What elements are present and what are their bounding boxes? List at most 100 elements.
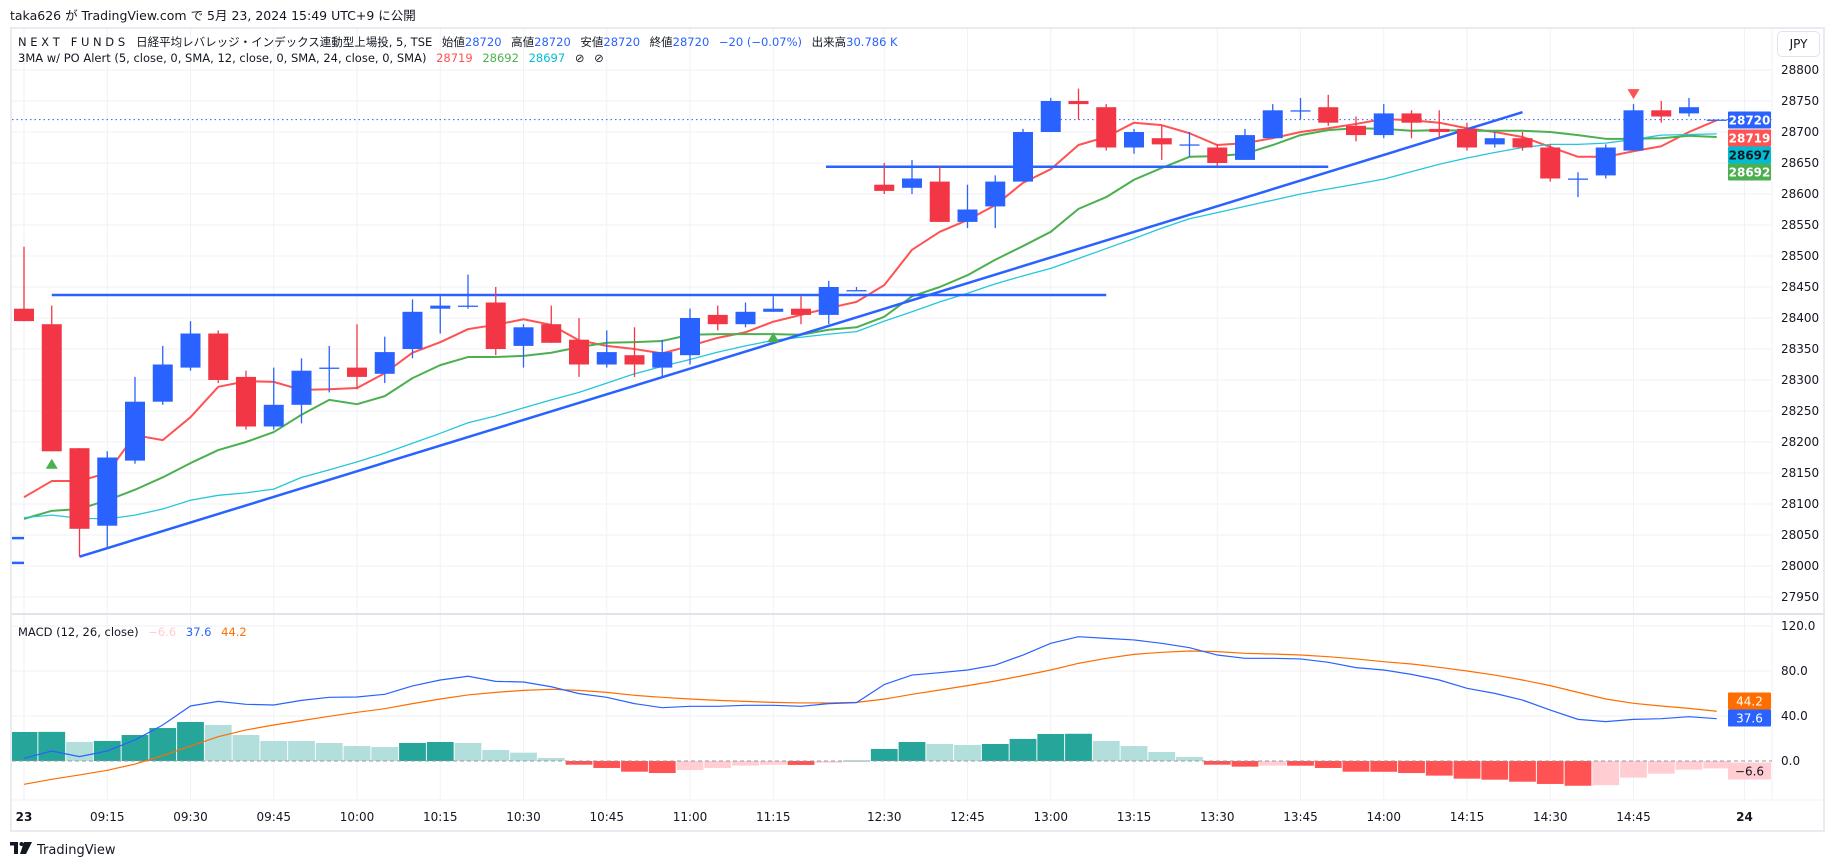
tradingview-logo[interactable]: TradingView: [10, 842, 116, 858]
candle-body: [1290, 110, 1311, 112]
low-value: 28720: [603, 35, 641, 49]
candle[interactable]: [1679, 97, 1699, 117]
candle-body: [1651, 110, 1672, 117]
candle[interactable]: [791, 296, 811, 325]
macd-histogram-bar: [1425, 761, 1453, 776]
candle[interactable]: [1290, 97, 1311, 120]
macd-histogram-bar: [1231, 761, 1259, 767]
candle[interactable]: [1373, 104, 1394, 139]
price-tick-label: 28350: [1781, 342, 1819, 356]
candle[interactable]: [1235, 128, 1255, 160]
time-tick-label: 13:45: [1283, 810, 1318, 824]
trend-line[interactable]: [79, 110, 1523, 558]
candle[interactable]: [929, 166, 950, 222]
candle[interactable]: [1568, 172, 1588, 198]
candle[interactable]: [957, 184, 978, 229]
candle[interactable]: [1068, 88, 1089, 120]
candle-body: [1429, 128, 1450, 132]
candle[interactable]: [1540, 144, 1561, 182]
candle[interactable]: [347, 324, 367, 390]
candle[interactable]: [97, 451, 118, 548]
symbol-name[interactable]: N E X T F U N D S 日経平均レバレッジ・インデックス連動型上場投…: [18, 35, 433, 49]
candle[interactable]: [1262, 104, 1283, 139]
candle[interactable]: [680, 308, 700, 365]
price-tag: 28697: [1728, 146, 1771, 164]
macd-tag-box: [1728, 692, 1771, 710]
candle-body: [1013, 132, 1033, 182]
candle-body: [1124, 132, 1144, 148]
candle[interactable]: [291, 358, 312, 424]
candle[interactable]: [1179, 132, 1200, 157]
candle[interactable]: [485, 287, 506, 356]
candle[interactable]: [735, 302, 756, 328]
candle[interactable]: [569, 318, 589, 377]
candle[interactable]: [1651, 101, 1672, 123]
candle[interactable]: [624, 327, 645, 377]
candle[interactable]: [902, 159, 922, 194]
candle[interactable]: [1318, 94, 1339, 126]
candle[interactable]: [236, 370, 256, 430]
time-tick-label: 09:45: [256, 810, 291, 824]
candle[interactable]: [1512, 132, 1533, 151]
candle[interactable]: [374, 336, 395, 384]
macd-legend[interactable]: MACD (12, 26, close) −6.6 37.6 44.2: [18, 625, 247, 639]
candle[interactable]: [1429, 110, 1450, 139]
indicator-legend[interactable]: 3MA w/ PO Alert (5, close, 0, SMA, 12, c…: [18, 51, 604, 65]
macd-name[interactable]: MACD (12, 26, close): [18, 625, 139, 639]
candle[interactable]: [402, 299, 423, 359]
macd-pane[interactable]: [11, 636, 1772, 786]
candle[interactable]: [1457, 122, 1477, 151]
candle[interactable]: [1595, 144, 1616, 179]
candle[interactable]: [707, 305, 728, 331]
candle[interactable]: [652, 339, 673, 377]
candle[interactable]: [69, 448, 90, 557]
time-tick-label: 23: [16, 810, 33, 824]
candle[interactable]: [763, 296, 784, 312]
candle[interactable]: [208, 330, 229, 384]
macd-histogram-bar: [510, 752, 537, 761]
candle[interactable]: [874, 163, 895, 194]
candle[interactable]: [985, 175, 1006, 229]
price-pane[interactable]: [10, 88, 1772, 565]
candle[interactable]: [513, 324, 534, 368]
candle[interactable]: [1013, 128, 1033, 182]
currency-button[interactable]: JPY: [1777, 31, 1820, 57]
candle-body: [846, 290, 867, 292]
macd-tick-label: 40.0: [1781, 709, 1808, 723]
macd-histogram-bar: [981, 744, 1009, 761]
indicator-name[interactable]: 3MA w/ PO Alert (5, close, 0, SMA, 12, c…: [18, 51, 427, 65]
candle[interactable]: [1124, 128, 1144, 154]
candle[interactable]: [263, 367, 284, 430]
candle[interactable]: [1346, 116, 1366, 142]
candle[interactable]: [596, 330, 617, 368]
candle[interactable]: [1401, 110, 1422, 139]
candle[interactable]: [180, 321, 201, 371]
price-tag-box: [1728, 163, 1771, 181]
candle[interactable]: [1151, 125, 1172, 160]
candle[interactable]: [152, 345, 173, 405]
candle[interactable]: [1040, 97, 1061, 132]
candle[interactable]: [14, 246, 34, 322]
symbol-legend[interactable]: N E X T F U N D S 日経平均レバレッジ・インデックス連動型上場投…: [18, 34, 898, 50]
macd-histogram-bar: [593, 761, 621, 768]
candle[interactable]: [818, 280, 839, 325]
macd-histogram-bar: [704, 761, 732, 768]
candle[interactable]: [430, 296, 451, 334]
candle[interactable]: [319, 345, 340, 393]
macd-histogram-bar: [482, 749, 510, 761]
axes[interactable]: 28800 28750 28700 28650 28600 28550 28500 28450…: [12, 63, 1825, 824]
candle[interactable]: [1207, 144, 1228, 167]
candle[interactable]: [125, 376, 145, 464]
candle[interactable]: [1706, 119, 1727, 121]
candle[interactable]: [1096, 104, 1117, 151]
macd-tick-label: 0.0: [1781, 754, 1800, 768]
candle[interactable]: [1623, 104, 1644, 151]
candle[interactable]: [541, 305, 562, 343]
candle[interactable]: [1484, 132, 1505, 148]
candle[interactable]: [846, 287, 867, 292]
time-tick-label: 09:30: [173, 810, 208, 824]
candle[interactable]: [41, 305, 62, 452]
macd-histogram-bar: [648, 761, 676, 774]
candle[interactable]: [458, 274, 478, 309]
